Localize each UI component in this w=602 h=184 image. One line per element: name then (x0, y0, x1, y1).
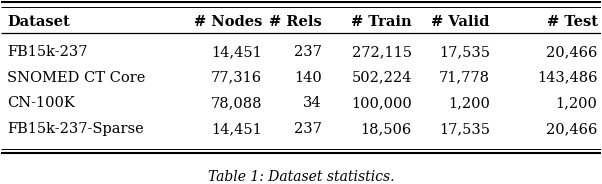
Text: CN-100K: CN-100K (7, 96, 75, 110)
Text: 237: 237 (294, 45, 322, 59)
Text: # Rels: # Rels (269, 15, 322, 29)
Text: 100,000: 100,000 (351, 96, 412, 110)
Text: SNOMED CT Core: SNOMED CT Core (7, 71, 146, 85)
Text: 14,451: 14,451 (211, 45, 262, 59)
Text: # Valid: # Valid (432, 15, 490, 29)
Text: # Train: # Train (351, 15, 412, 29)
Text: 143,486: 143,486 (537, 71, 598, 85)
Text: 20,466: 20,466 (546, 122, 598, 136)
Text: FB15k-237: FB15k-237 (7, 45, 88, 59)
Text: Table 1: Dataset statistics.: Table 1: Dataset statistics. (208, 170, 394, 184)
Text: 78,088: 78,088 (211, 96, 262, 110)
Text: 1,200: 1,200 (448, 96, 490, 110)
Text: 1,200: 1,200 (556, 96, 598, 110)
Text: 71,778: 71,778 (439, 71, 490, 85)
Text: 34: 34 (303, 96, 322, 110)
Text: Dataset: Dataset (7, 15, 70, 29)
Text: 77,316: 77,316 (211, 71, 262, 85)
Text: 18,506: 18,506 (361, 122, 412, 136)
Text: # Test: # Test (547, 15, 598, 29)
Text: 140: 140 (294, 71, 322, 85)
Text: 20,466: 20,466 (546, 45, 598, 59)
Text: FB15k-237-Sparse: FB15k-237-Sparse (7, 122, 144, 136)
Text: 17,535: 17,535 (439, 45, 490, 59)
Text: 237: 237 (294, 122, 322, 136)
Text: 17,535: 17,535 (439, 122, 490, 136)
Text: # Nodes: # Nodes (194, 15, 262, 29)
Text: 272,115: 272,115 (352, 45, 412, 59)
Text: 14,451: 14,451 (211, 122, 262, 136)
Text: 502,224: 502,224 (352, 71, 412, 85)
